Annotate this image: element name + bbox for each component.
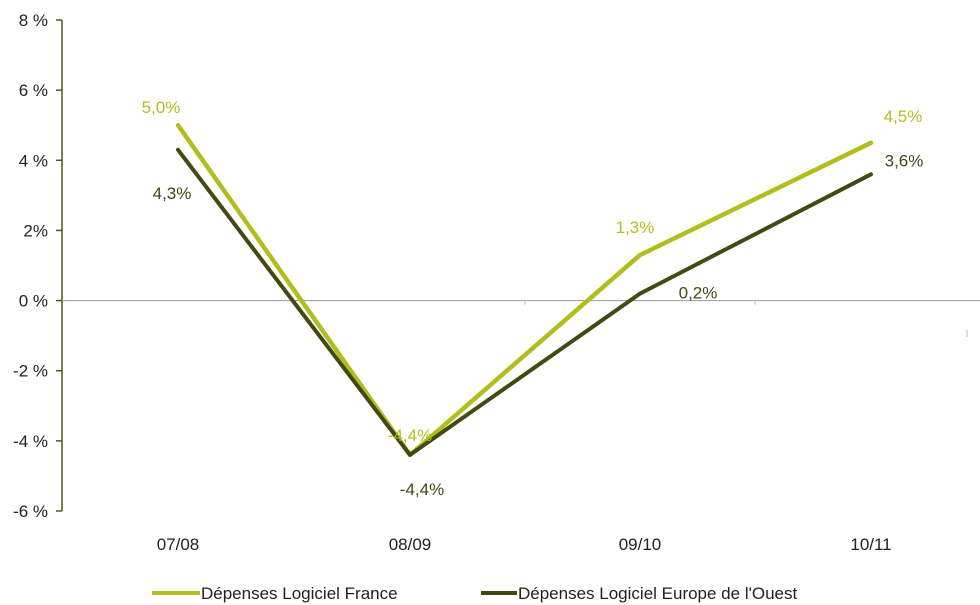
zero-baseline	[62, 300, 980, 337]
x-tick-label: 08/09	[389, 535, 432, 554]
y-tick-label: -2 %	[13, 362, 48, 381]
x-tick-label: 07/08	[157, 535, 200, 554]
legend-item: Dépenses Logiciel France	[152, 584, 398, 603]
series-line-france	[175, 122, 874, 458]
data-label: 4,5%	[884, 107, 923, 126]
y-tick-label: 4 %	[19, 151, 48, 170]
data-label: -4,4%	[388, 426, 432, 445]
data-label: 4,3%	[153, 184, 192, 203]
y-tick-label: 6 %	[19, 81, 48, 100]
legend-label: Dépenses Logiciel France	[201, 584, 398, 603]
series-line-europe-ouest	[176, 147, 873, 457]
series-lines	[175, 122, 874, 458]
data-label: 0,2%	[679, 284, 718, 303]
x-tick-label: 09/10	[619, 535, 662, 554]
legend-label: Dépenses Logiciel Europe de l'Ouest	[518, 584, 797, 603]
y-tick-label: 8 %	[19, 11, 48, 30]
x-axis-tick-labels: 07/08 08/09 09/10 10/11	[157, 535, 892, 554]
legend-item: Dépenses Logiciel Europe de l'Ouest	[481, 584, 797, 603]
data-label: -4,4%	[400, 480, 444, 499]
data-label: 3,6%	[885, 151, 924, 170]
y-tick-label: 2%	[23, 221, 48, 240]
data-label: 5,0%	[142, 98, 181, 117]
y-tick-label: -4 %	[13, 432, 48, 451]
y-tick-label: 0 %	[19, 292, 48, 311]
x-tick-label: 10/11	[850, 535, 891, 554]
y-tick-label: -6 %	[13, 502, 48, 521]
legend: Dépenses Logiciel France Dépenses Logicie…	[152, 584, 797, 603]
data-label: 1,3%	[616, 218, 655, 237]
data-labels: 5,0% -4,4% 1,3% 4,5% 4,3% -4,4% 0,2% 3,6%	[142, 98, 924, 499]
y-axis: 8 % 6 % 4 % 2% 0 % -2 % -4 % -6 %	[13, 11, 63, 521]
